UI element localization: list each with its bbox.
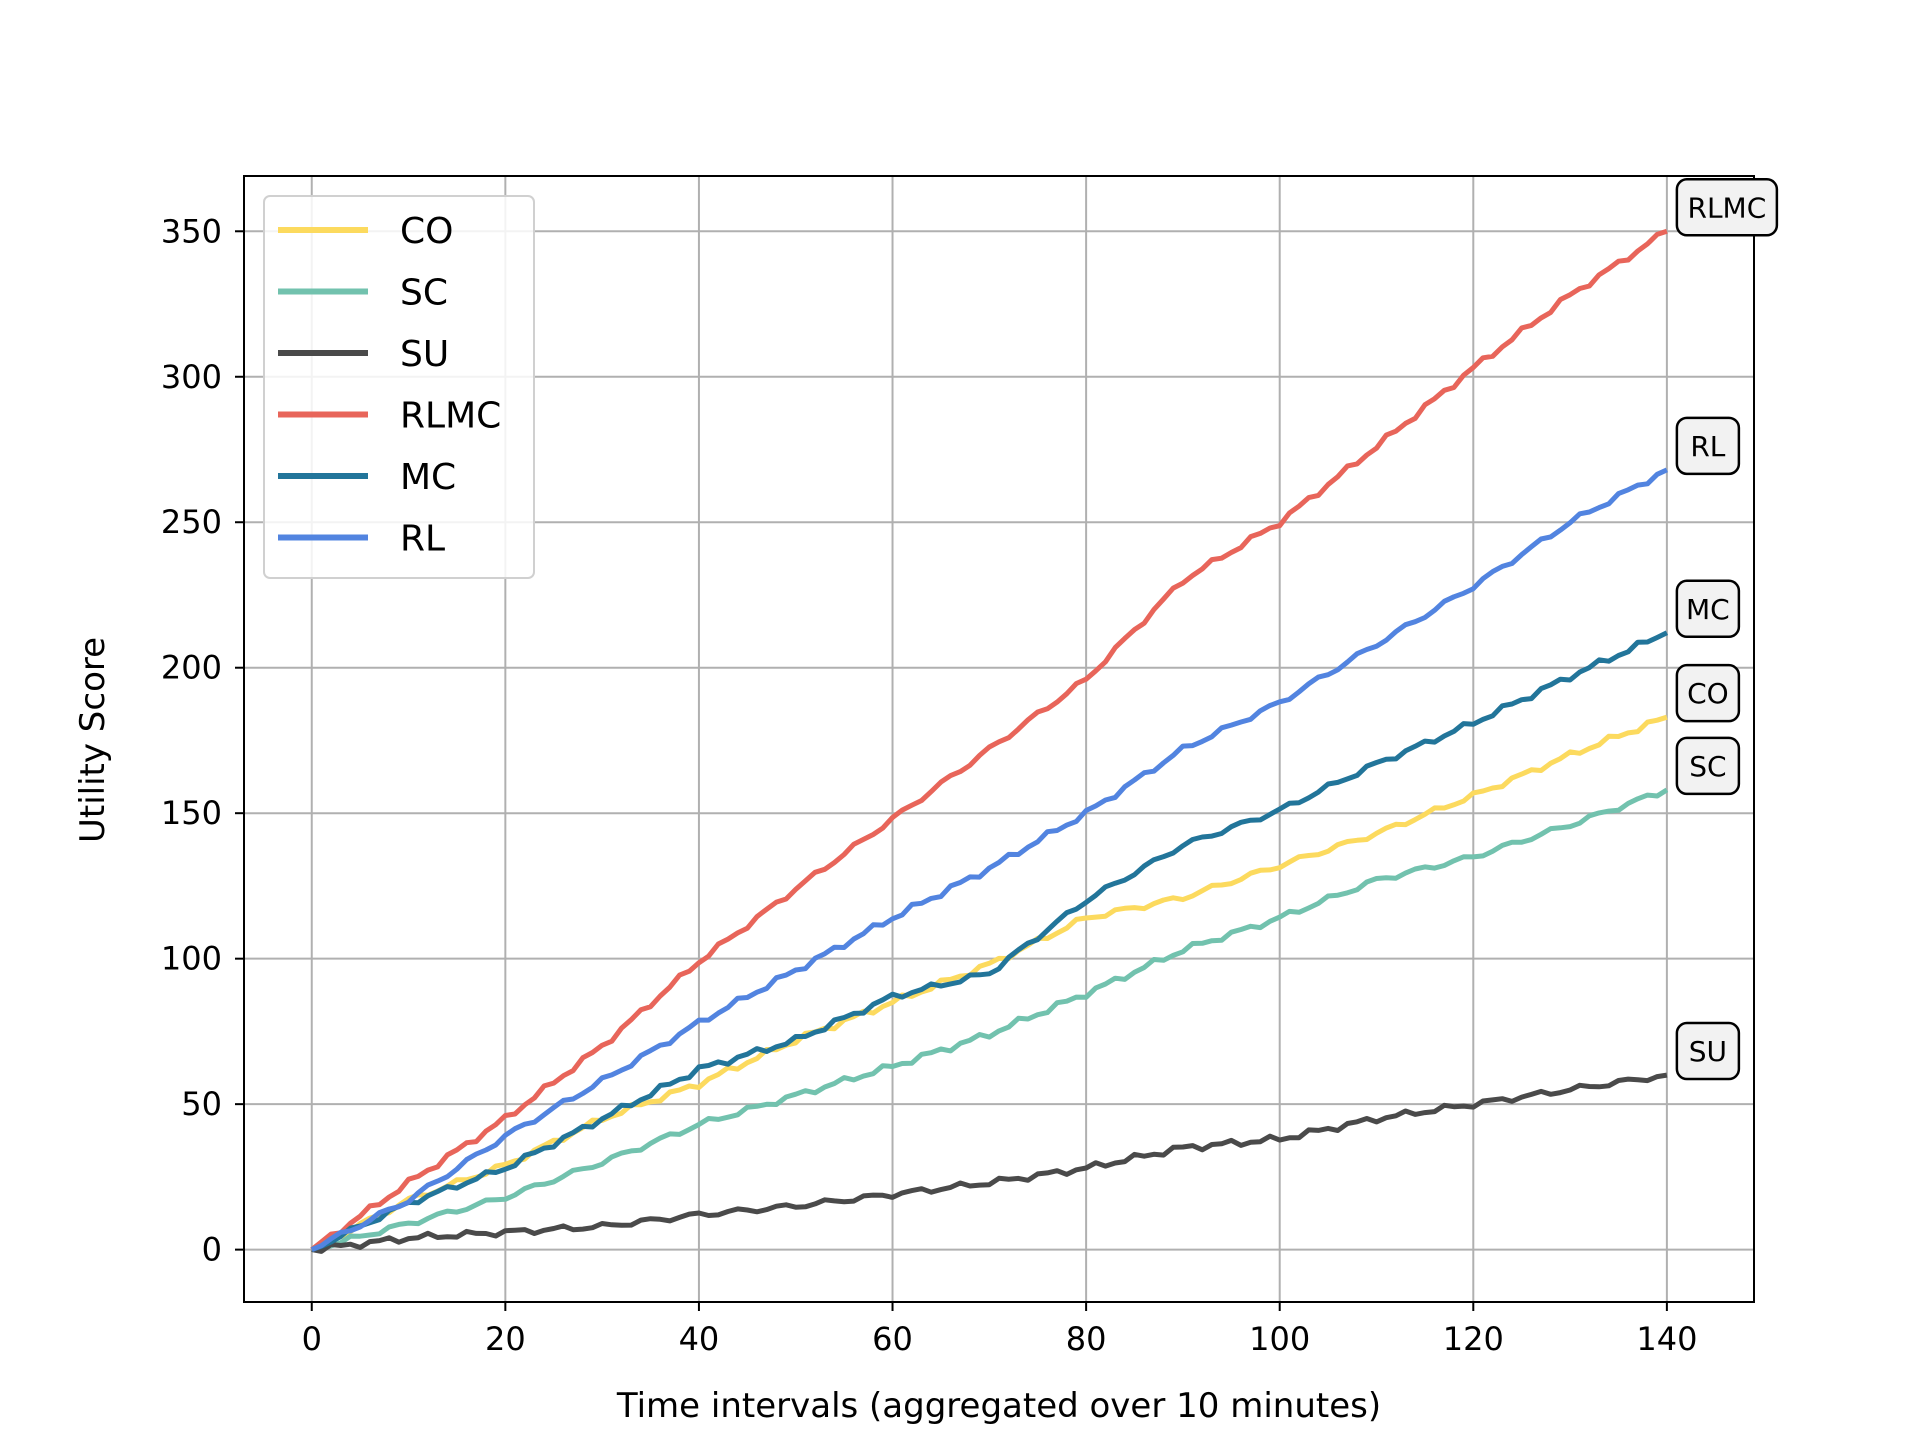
x-tick-label: 140 <box>1636 1320 1697 1358</box>
end-label-text: SC <box>1689 750 1726 783</box>
end-label-mc: MC <box>1675 579 1741 639</box>
legend-label: RL <box>400 519 445 560</box>
legend-label: SU <box>400 334 449 375</box>
y-tick-label: 250 <box>161 503 222 541</box>
end-label-box <box>1675 178 1779 237</box>
end-label-rl: RL <box>1675 416 1741 476</box>
end-label-text: SU <box>1689 1035 1727 1068</box>
x-axis-label: Time intervals (aggregated over 10 minut… <box>616 1386 1381 1426</box>
y-tick-label: 200 <box>161 649 222 687</box>
legend-item-su: SU <box>278 334 449 375</box>
end-label-box <box>1675 1021 1741 1081</box>
plot-frame <box>243 175 1755 1303</box>
y-tick-label: 50 <box>181 1085 222 1123</box>
legend-label: SC <box>400 273 448 314</box>
y-tick-label: 100 <box>161 940 222 978</box>
end-label-rlmc: RLMC <box>1675 178 1779 237</box>
y-tick-label: 300 <box>161 358 222 396</box>
x-tick-label: 0 <box>302 1320 322 1358</box>
end-labels: CO SC SU RLMC MC RL <box>1675 178 1779 1081</box>
legend: CO SC SU RLMC MC RL <box>263 195 535 579</box>
x-tick-label: 20 <box>485 1320 526 1358</box>
legend-item-rlmc: RLMC <box>278 396 501 437</box>
end-label-text: CO <box>1687 677 1729 710</box>
legend-box <box>263 195 535 579</box>
end-label-box <box>1675 416 1741 476</box>
end-label-text: RL <box>1690 430 1725 463</box>
end-label-box <box>1675 736 1741 796</box>
end-label-co: CO <box>1675 663 1741 723</box>
legend-item-mc: MC <box>278 457 456 498</box>
legend-label: RLMC <box>400 396 501 437</box>
x-tick-label: 100 <box>1249 1320 1310 1358</box>
end-label-sc: SC <box>1675 736 1741 796</box>
y-axis-label: Utility Score <box>73 637 113 843</box>
end-label-box <box>1675 663 1741 723</box>
end-label-box <box>1675 579 1741 639</box>
y-tick-label: 350 <box>161 212 222 250</box>
legend-item-sc: SC <box>278 273 448 314</box>
legend-item-rl: RL <box>278 519 445 560</box>
series-line-sc <box>311 787 1669 1253</box>
series-line-rl <box>310 467 1668 1252</box>
x-tick-label: 80 <box>1066 1320 1107 1358</box>
series-lines <box>310 228 1669 1254</box>
series-line-rlmc <box>310 228 1668 1252</box>
legend-item-co: CO <box>278 211 453 252</box>
x-tick-label: 60 <box>872 1320 913 1358</box>
legend-label: CO <box>400 211 453 252</box>
y-tick-label: 0 <box>202 1231 222 1269</box>
end-label-text: RLMC <box>1688 191 1767 224</box>
axis-ticks: 0 20 40 60 80 100 120 140 0 50 100 150 200 250 300 350 <box>161 212 1698 1358</box>
x-tick-label: 40 <box>679 1320 720 1358</box>
x-tick-label: 120 <box>1443 1320 1504 1358</box>
series-line-mc <box>310 630 1668 1252</box>
end-label-su: SU <box>1675 1021 1741 1081</box>
legend-label: MC <box>400 457 456 498</box>
y-tick-label: 150 <box>161 794 222 832</box>
series-line-su <box>311 1072 1668 1254</box>
end-label-text: MC <box>1686 593 1730 626</box>
